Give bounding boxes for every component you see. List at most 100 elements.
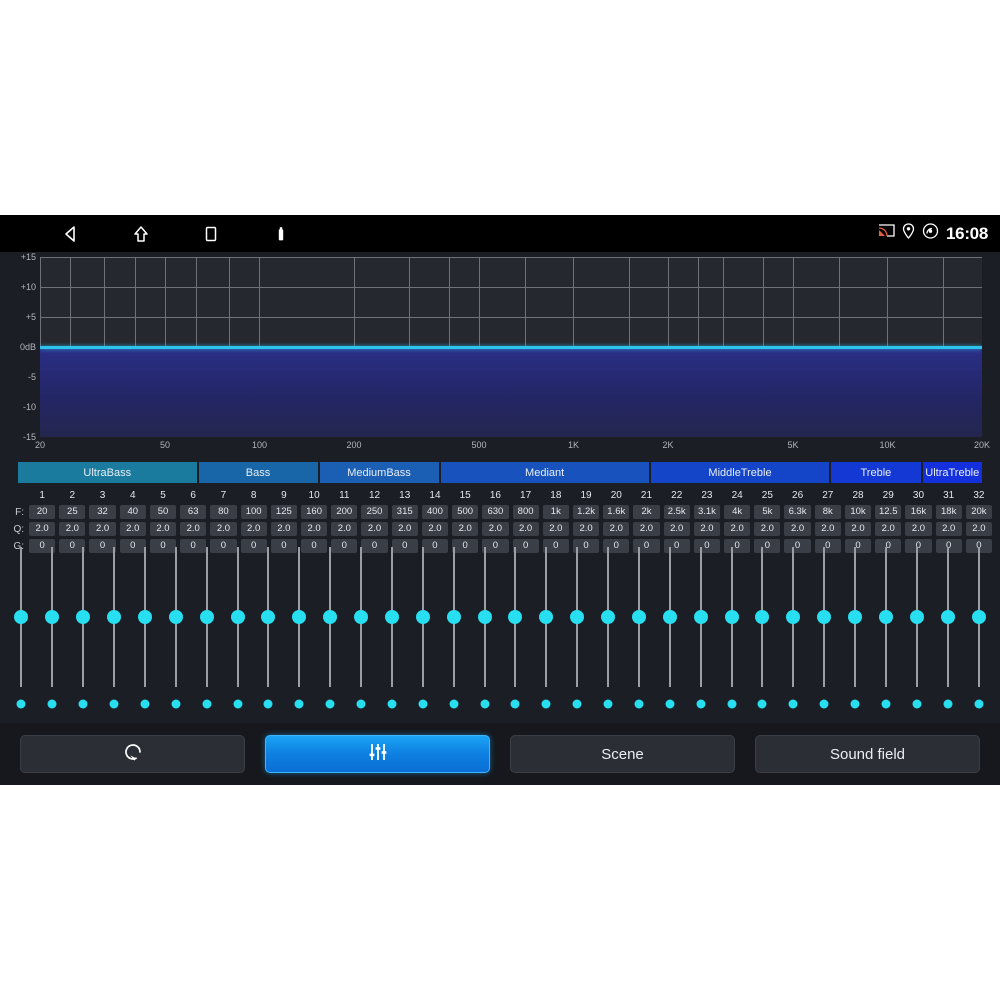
band-q[interactable]: 2.0 xyxy=(118,522,148,536)
band-frequency-value[interactable]: 5k xyxy=(754,505,781,519)
band-group-mediant[interactable]: Mediant xyxy=(440,462,649,483)
gain-slider-thumb[interactable] xyxy=(570,610,585,624)
band-gain[interactable]: 0 xyxy=(934,539,964,553)
band-gain[interactable]: 0 xyxy=(843,539,873,553)
band-gain[interactable]: 0 xyxy=(541,539,571,553)
band-q-value[interactable]: 2.0 xyxy=(29,522,56,536)
band-gain-value[interactable]: 0 xyxy=(814,539,841,553)
gain-slider-endpoint-dot[interactable] xyxy=(603,699,613,709)
gain-slider[interactable] xyxy=(469,547,500,715)
band-q-value[interactable]: 2.0 xyxy=(754,522,781,536)
band-frequency[interactable]: 10k xyxy=(843,505,873,519)
band-gain[interactable]: 0 xyxy=(511,539,541,553)
band-frequency-value[interactable]: 1.2k xyxy=(572,505,600,519)
band-frequency[interactable]: 4k xyxy=(722,505,752,519)
gain-slider-thumb[interactable] xyxy=(230,610,245,624)
band-frequency[interactable]: 16k xyxy=(903,505,933,519)
band-frequency-value[interactable]: 25 xyxy=(59,505,86,519)
band-q[interactable]: 2.0 xyxy=(87,522,117,536)
band-gain-value[interactable]: 0 xyxy=(391,539,418,553)
band-q[interactable]: 2.0 xyxy=(662,522,692,536)
band-gain[interactable]: 0 xyxy=(178,539,208,553)
gain-slider-thumb[interactable] xyxy=(415,610,430,624)
gain-slider-thumb[interactable] xyxy=(354,610,369,624)
band-frequency-value[interactable]: 200 xyxy=(331,505,358,519)
band-q[interactable]: 2.0 xyxy=(329,522,359,536)
band-gain-value[interactable]: 0 xyxy=(875,539,902,553)
band-gain[interactable]: 0 xyxy=(480,539,510,553)
gain-slider-endpoint-dot[interactable] xyxy=(418,699,428,709)
band-q[interactable]: 2.0 xyxy=(873,522,903,536)
gain-slider[interactable] xyxy=(593,547,624,715)
gain-slider[interactable] xyxy=(871,547,902,715)
gain-slider-thumb[interactable] xyxy=(848,610,863,624)
band-group-ultratreble[interactable]: UltraTreble xyxy=(922,462,982,483)
band-frequency-value[interactable]: 10k xyxy=(844,505,872,519)
band-q-value[interactable]: 2.0 xyxy=(331,522,358,536)
band-frequency[interactable]: 1k xyxy=(541,505,571,519)
gain-slider-thumb[interactable] xyxy=(909,610,924,624)
gain-slider-endpoint-dot[interactable] xyxy=(572,699,582,709)
gain-slider-endpoint-dot[interactable] xyxy=(541,699,551,709)
gain-slider-endpoint-dot[interactable] xyxy=(356,699,366,709)
band-gain-value[interactable]: 0 xyxy=(603,539,630,553)
band-gain[interactable]: 0 xyxy=(239,539,269,553)
gain-slider[interactable] xyxy=(531,547,562,715)
band-frequency-value[interactable]: 125 xyxy=(270,505,297,519)
band-q-value[interactable]: 2.0 xyxy=(935,522,962,536)
band-group-mediumbass[interactable]: MediumBass xyxy=(319,462,439,483)
band-gain-value[interactable]: 0 xyxy=(784,539,811,553)
band-gain-value[interactable]: 0 xyxy=(300,539,328,553)
gain-slider-thumb[interactable] xyxy=(76,610,91,624)
band-frequency[interactable]: 25 xyxy=(57,505,87,519)
band-q-value[interactable]: 2.0 xyxy=(361,522,388,536)
band-gain-value[interactable]: 0 xyxy=(482,539,509,553)
band-frequency-value[interactable]: 4k xyxy=(724,505,751,519)
gain-slider-thumb[interactable] xyxy=(601,610,616,624)
band-frequency-value[interactable]: 12.5 xyxy=(875,505,902,519)
band-frequency-value[interactable]: 1.6k xyxy=(603,505,630,519)
band-frequency-value[interactable]: 250 xyxy=(361,505,388,519)
band-q[interactable]: 2.0 xyxy=(601,522,631,536)
band-frequency-value[interactable]: 50 xyxy=(149,505,177,519)
gain-slider-thumb[interactable] xyxy=(693,610,708,624)
band-q[interactable]: 2.0 xyxy=(752,522,782,536)
gain-slider[interactable] xyxy=(809,547,840,715)
band-gain-value[interactable]: 0 xyxy=(149,539,177,553)
gain-slider[interactable] xyxy=(191,547,222,715)
band-frequency[interactable]: 80 xyxy=(208,505,238,519)
band-gain-value[interactable]: 0 xyxy=(572,539,600,553)
gain-slider-endpoint-dot[interactable] xyxy=(78,699,88,709)
gain-slider[interactable] xyxy=(778,547,809,715)
scene-button[interactable]: Scene xyxy=(510,735,735,773)
band-gain-value[interactable]: 0 xyxy=(905,539,932,553)
gain-slider-endpoint-dot[interactable] xyxy=(47,699,57,709)
back-icon[interactable] xyxy=(58,221,84,247)
reset-button[interactable] xyxy=(20,735,245,773)
band-frequency[interactable]: 250 xyxy=(359,505,389,519)
gain-slider-thumb[interactable] xyxy=(477,610,492,624)
band-q-value[interactable]: 2.0 xyxy=(210,522,237,536)
band-gain[interactable]: 0 xyxy=(873,539,903,553)
band-frequency-value[interactable]: 18k xyxy=(935,505,962,519)
band-q-value[interactable]: 2.0 xyxy=(844,522,872,536)
band-gain[interactable]: 0 xyxy=(752,539,782,553)
band-frequency-value[interactable]: 2k xyxy=(633,505,660,519)
band-q[interactable]: 2.0 xyxy=(57,522,87,536)
band-gain-value[interactable]: 0 xyxy=(270,539,297,553)
band-frequency-value[interactable]: 160 xyxy=(300,505,328,519)
band-q[interactable]: 2.0 xyxy=(239,522,269,536)
band-q-value[interactable]: 2.0 xyxy=(452,522,479,536)
band-frequency-value[interactable]: 6.3k xyxy=(784,505,811,519)
band-group-ultrabass[interactable]: UltraBass xyxy=(18,462,197,483)
band-q[interactable]: 2.0 xyxy=(843,522,873,536)
band-q-value[interactable]: 2.0 xyxy=(724,522,751,536)
gain-slider-endpoint-dot[interactable] xyxy=(634,699,644,709)
band-frequency[interactable]: 100 xyxy=(239,505,269,519)
band-q-value[interactable]: 2.0 xyxy=(149,522,177,536)
band-q-value[interactable]: 2.0 xyxy=(421,522,449,536)
band-gain-value[interactable]: 0 xyxy=(240,539,267,553)
gain-slider-endpoint-dot[interactable] xyxy=(757,699,767,709)
band-gain[interactable]: 0 xyxy=(148,539,178,553)
gain-slider-thumb[interactable] xyxy=(755,610,770,624)
